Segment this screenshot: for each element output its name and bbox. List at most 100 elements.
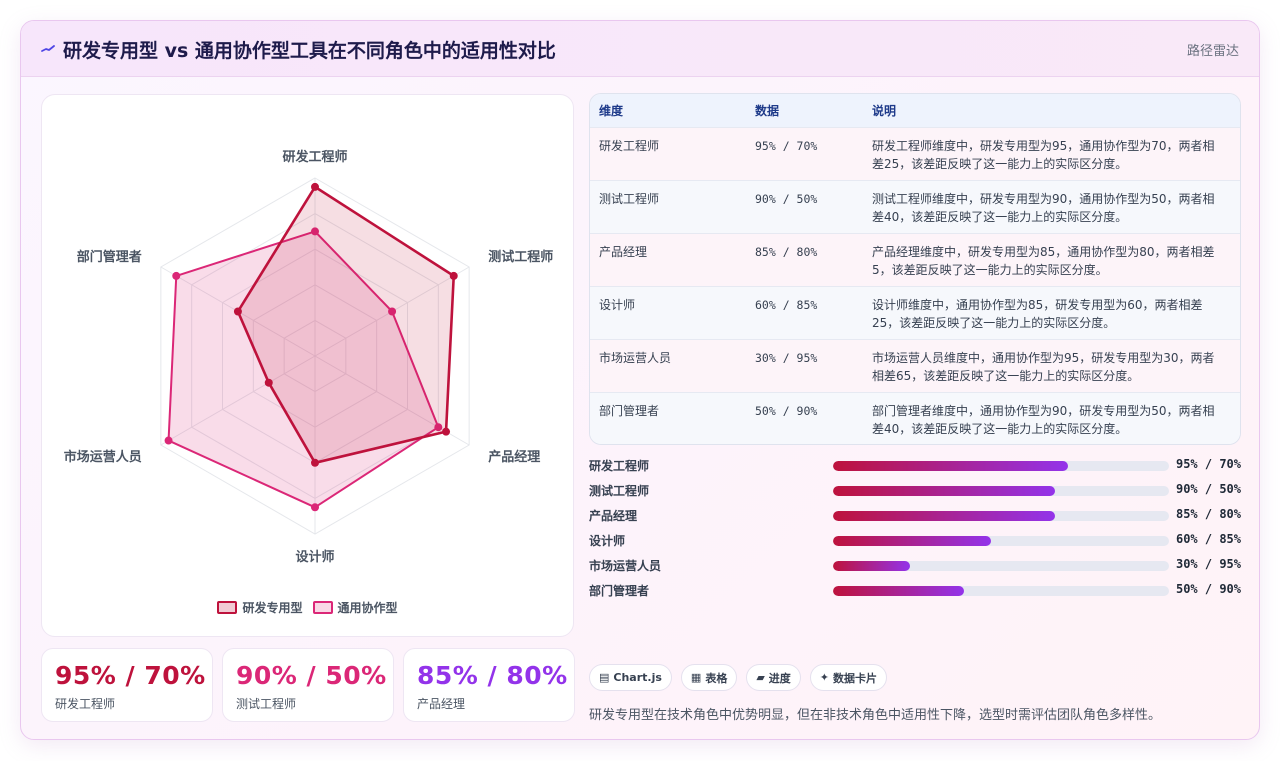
progress-row: 部门管理者 50% / 90% <box>589 580 1241 605</box>
chip-label: 进度 <box>768 671 791 685</box>
cell-dimension: 部门管理者 <box>599 403 660 418</box>
column-header-data[interactable]: 数据 <box>755 103 780 118</box>
cell-description: 部门管理者维度中，通用协作型为90，研发专用型为50，两者相差40，该差距反映了… <box>872 403 1215 436</box>
axis-label: 部门管理者 <box>77 249 142 265</box>
progress-label: 市场运营人员 <box>589 559 662 573</box>
main-card: 研发专用型 vs 通用协作型工具在不同角色中的适用性对比 路径雷达 研发工程师测… <box>20 20 1260 740</box>
data-point-series-1 <box>442 427 451 436</box>
kpi-label-1: 研发工程师 <box>55 697 116 711</box>
kpi-card-1: 95% / 70% 研发工程师 <box>41 648 213 722</box>
table-row: 研发工程师 95% / 70% 研发工程师维度中，研发专用型为95，通用协作型为… <box>590 127 1240 180</box>
progress-row: 测试工程师 90% / 50% <box>589 480 1241 505</box>
kpi-value-3: 85% / 80% <box>417 661 568 690</box>
data-point-series-2 <box>164 436 173 445</box>
data-point-series-2 <box>388 307 397 316</box>
cell-data: 50% / 90% <box>755 403 818 418</box>
progress-value: 50% / 90% <box>1175 582 1241 596</box>
data-table: 维度 数据 说明 研发工程师 95% / 70% 研发工程师维度中，研发专用型为… <box>589 93 1241 445</box>
kpi-label-2: 测试工程师 <box>236 697 297 711</box>
data-point-series-2 <box>311 503 319 512</box>
progress-fill <box>833 586 965 596</box>
data-point-series-2 <box>172 271 181 280</box>
data-point-series-2 <box>434 423 443 432</box>
summary-note: 研发专用型在技术角色中优势明显，但在非技术角色中适用性下降，选型时需评估团队角色… <box>589 708 1162 723</box>
progress-fill <box>833 461 1069 471</box>
cell-description: 设计师维度中，通用协作型为85，研发专用型为60，两者相差25，该差距反映了这一… <box>872 297 1203 330</box>
chip-table[interactable]: ▦ 表格 <box>680 664 738 691</box>
radar-chart-panel: 研发工程师 测试工程师 产品经理 设计师 市场运营人员 部门管理者 研发专用型 通用协作型 <box>41 94 574 637</box>
data-point-series-1 <box>449 271 458 280</box>
progress-track <box>833 461 1169 471</box>
column-header-description[interactable]: 说明 <box>872 103 897 118</box>
cell-data: 85% / 80% <box>755 244 818 259</box>
legend-item-series-2[interactable]: 通用协作型 <box>312 599 398 616</box>
chip-label: 数据卡片 <box>833 671 878 685</box>
progress-label: 部门管理者 <box>589 584 650 598</box>
chart-legend: 研发专用型 通用协作型 <box>42 599 573 616</box>
view-tag: 路径雷达 <box>1186 44 1239 59</box>
kpi-value-1: 95% / 70% <box>55 661 206 690</box>
cell-data: 60% / 85% <box>755 297 818 312</box>
page-title: 研发专用型 vs 通用协作型工具在不同角色中的适用性对比 <box>63 40 556 62</box>
table-row: 产品经理 85% / 80% 产品经理维度中，研发专用型为85，通用协作型为80… <box>590 233 1240 286</box>
header-bar: 研发专用型 vs 通用协作型工具在不同角色中的适用性对比 路径雷达 <box>21 21 1259 77</box>
legend-item-series-1[interactable]: 研发专用型 <box>217 599 303 616</box>
progress-track <box>833 536 1169 546</box>
progress-track <box>833 511 1169 521</box>
chip-data-cards[interactable]: ✦ 数据卡片 <box>809 664 888 691</box>
cell-dimension: 设计师 <box>599 297 636 312</box>
kpi-label-3: 产品经理 <box>417 697 466 711</box>
table-row: 市场运营人员 30% / 95% 市场运营人员维度中，通用协作型为95，研发专用… <box>590 339 1240 392</box>
legend-label-series-1: 研发专用型 <box>242 601 303 615</box>
cell-dimension: 产品经理 <box>599 244 648 259</box>
feature-chips: ▤ Chart.js ▦ 表格 ▰ 进度 ✦ 数据卡片 <box>589 664 888 691</box>
data-point-series-2 <box>311 227 319 236</box>
progress-fill <box>833 511 1055 521</box>
data-point-series-1 <box>233 307 242 316</box>
progress-row: 研发工程师 95% / 70% <box>589 455 1241 480</box>
progress-value: 95% / 70% <box>1175 457 1241 471</box>
progress-value: 90% / 50% <box>1175 482 1241 496</box>
chip-progress[interactable]: ▰ 进度 <box>746 664 801 691</box>
progress-value: 60% / 85% <box>1175 532 1241 546</box>
progress-track <box>833 586 1169 596</box>
table-row: 设计师 60% / 85% 设计师维度中，通用协作型为85，研发专用型为60，两… <box>590 286 1240 339</box>
cell-description: 市场运营人员维度中，通用协作型为95，研发专用型为30，两者相差65，该差距反映… <box>872 350 1215 383</box>
chip-chartjs[interactable]: ▤ Chart.js <box>589 664 672 691</box>
column-header-dimension[interactable]: 维度 <box>599 103 624 118</box>
cell-data: 30% / 95% <box>755 350 818 365</box>
table-row: 部门管理者 50% / 90% 部门管理者维度中，通用协作型为90，研发专用型为… <box>590 392 1240 444</box>
table-header-row: 维度 数据 说明 <box>590 94 1240 127</box>
progress-value: 85% / 80% <box>1175 507 1241 521</box>
grid-spoke <box>160 355 316 446</box>
progress-row: 市场运营人员 30% / 95% <box>589 555 1241 580</box>
progress-row: 产品经理 85% / 80% <box>589 505 1241 530</box>
axis-label: 市场运营人员 <box>64 449 142 465</box>
legend-swatch-series-1 <box>217 601 238 614</box>
sparkle-icon: ✦ <box>819 671 830 684</box>
progress-label: 测试工程师 <box>589 484 650 498</box>
progress-fill <box>833 536 991 546</box>
axis-label: 研发工程师 <box>282 149 347 165</box>
kpi-card-2: 90% / 50% 测试工程师 <box>222 648 394 722</box>
progress-row: 设计师 60% / 85% <box>589 530 1241 555</box>
cell-description: 产品经理维度中，研发专用型为85，通用协作型为80，两者相差5，该差距反映了这一… <box>872 244 1215 277</box>
progress-label: 设计师 <box>589 534 626 548</box>
cell-data: 90% / 50% <box>755 191 818 206</box>
cell-data: 95% / 70% <box>755 138 818 153</box>
progress-fill <box>833 486 1055 496</box>
kpi-card-3: 85% / 80% 产品经理 <box>403 648 575 722</box>
table-icon: ▦ <box>690 671 702 684</box>
legend-label-series-2: 通用协作型 <box>337 601 398 615</box>
axis-label: 产品经理 <box>488 449 540 465</box>
axis-label: 设计师 <box>295 549 334 565</box>
cell-description: 测试工程师维度中，研发专用型为90，通用协作型为50，两者相差40，该差距反映了… <box>872 191 1215 224</box>
progress-label: 产品经理 <box>589 509 638 523</box>
progress-track <box>833 561 1169 571</box>
chip-label: 表格 <box>705 671 728 685</box>
data-point-series-1 <box>311 458 319 467</box>
table-row: 测试工程师 90% / 50% 测试工程师维度中，研发专用型为90，通用协作型为… <box>590 180 1240 233</box>
chart-icon: ▤ <box>599 671 610 684</box>
progress-fill <box>833 561 911 571</box>
